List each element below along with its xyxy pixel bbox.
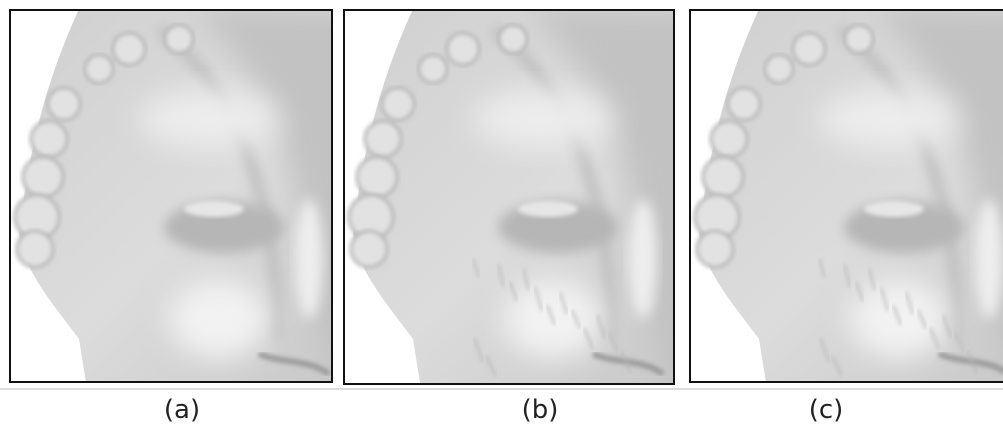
eyelid (864, 201, 924, 217)
caption: (b) (522, 395, 559, 425)
nose-light (295, 199, 323, 319)
hair-curl (357, 157, 397, 197)
hair-curl (113, 33, 145, 65)
hair-curl (165, 25, 193, 53)
panel (689, 9, 1003, 389)
hair-curl (793, 33, 825, 65)
hair-curl (351, 231, 387, 267)
hair-curl (845, 25, 873, 53)
caption: (c) (809, 395, 844, 425)
forehead-light (139, 89, 279, 149)
hair-curl (382, 88, 414, 120)
eyelid (184, 201, 244, 217)
cheek-light (169, 279, 269, 359)
forehead-light (819, 89, 959, 149)
figure: (a) (b) (c) (0, 0, 1003, 425)
hair-curl (765, 55, 793, 83)
hair-curl (419, 55, 447, 83)
nose-light (629, 199, 657, 319)
hair-curl (728, 88, 760, 120)
panel (343, 9, 743, 389)
hair-curl (48, 88, 80, 120)
forehead-light (473, 89, 613, 149)
caption: (a) (164, 395, 200, 425)
hair-curl (703, 157, 743, 197)
hair-curl (365, 121, 401, 157)
hair-curl (23, 157, 63, 197)
eyelid (518, 201, 578, 217)
hair-curl (447, 33, 479, 65)
hair-curl (31, 121, 67, 157)
hair-curl (499, 25, 527, 53)
rendered-image (343, 9, 743, 389)
nose-light (975, 199, 1003, 319)
hair-curl (711, 121, 747, 157)
hair-curl (85, 55, 113, 83)
hair-curl (17, 231, 53, 267)
hair-curl (697, 231, 733, 267)
rendered-image (689, 9, 1003, 389)
